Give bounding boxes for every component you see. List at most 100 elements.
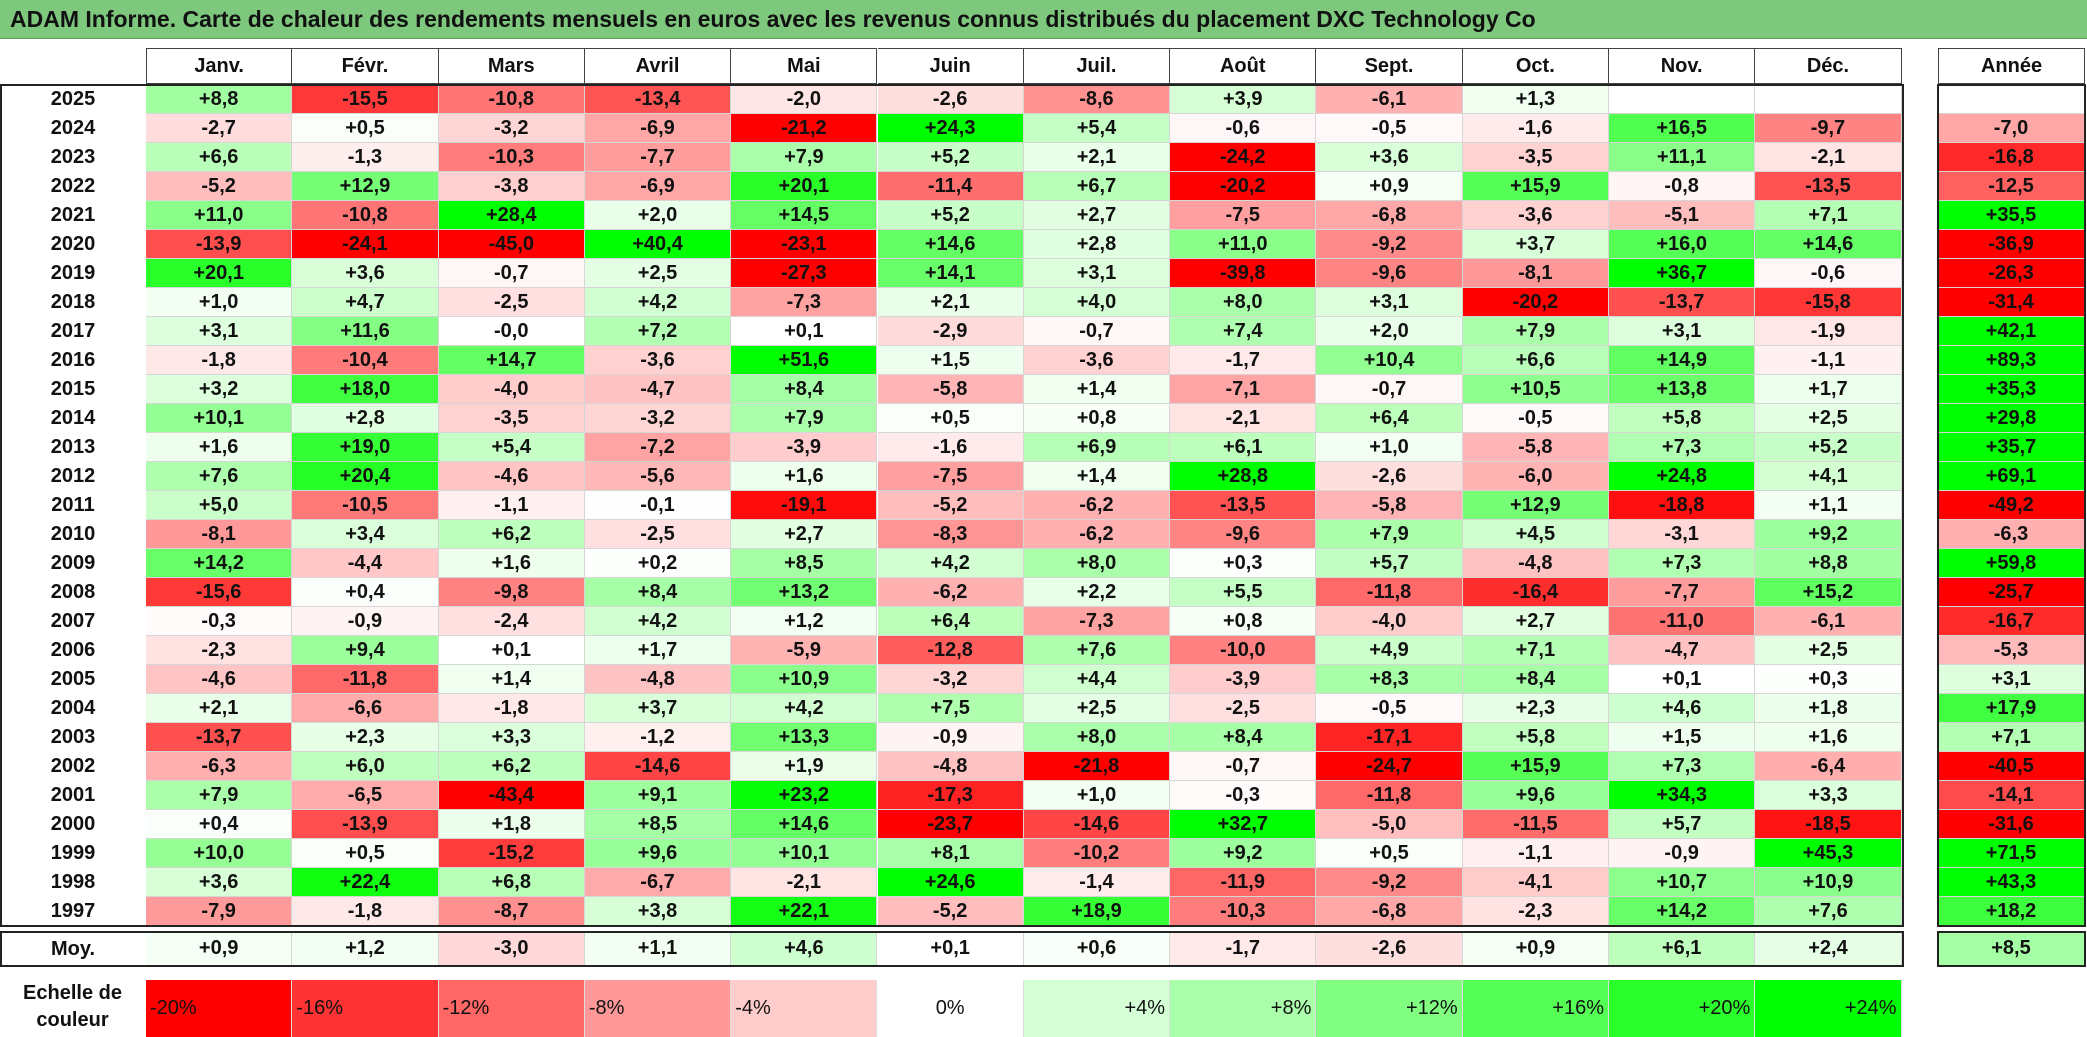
heatmap-cell: -1,6 — [877, 433, 1024, 462]
heatmap-cell: -6,8 — [1316, 201, 1463, 230]
heatmap-cell: +1,3 — [1462, 85, 1609, 114]
heatmap-cell: -24,7 — [1316, 752, 1463, 781]
heatmap-cell: +10,4 — [1316, 346, 1463, 375]
heatmap-cell: +7,5 — [877, 694, 1024, 723]
heatmap-cell: -10,5 — [292, 491, 439, 520]
annual-cell: -12,5 — [1938, 172, 2085, 201]
color-scale-stop: -20% — [146, 980, 293, 1037]
heatmap-cell: +8,0 — [1170, 288, 1317, 317]
heatmap-cell: -14,6 — [584, 752, 732, 781]
heatmap-cell: -0,8 — [1609, 172, 1756, 201]
heatmap-cell: -8,1 — [146, 520, 293, 549]
heatmap-cell: +8,5 — [584, 810, 732, 839]
heatmap-cell: +2,2 — [1023, 578, 1171, 607]
heatmap-cell: -10,2 — [1023, 839, 1171, 868]
heatmap-cell: +2,5 — [1023, 694, 1171, 723]
heatmap-cell: +0,3 — [1755, 665, 1902, 694]
heatmap-cell: -6,1 — [1755, 607, 1902, 636]
heatmap-cell: +0,9 — [1316, 172, 1463, 201]
heatmap-cell: +2,7 — [731, 520, 878, 549]
heatmap-cell: +3,6 — [292, 259, 439, 288]
heatmap-cell: +14,6 — [877, 230, 1024, 259]
heatmap-cell: +1,0 — [1316, 433, 1463, 462]
heatmap-cell: -5,9 — [731, 636, 878, 665]
heatmap-cell: -4,7 — [1609, 636, 1756, 665]
heatmap-cell: +13,2 — [731, 578, 878, 607]
heatmap-cell: -27,3 — [731, 259, 878, 288]
year-label: 2005 — [0, 665, 146, 694]
heatmap-cell: -39,8 — [1170, 259, 1317, 288]
heatmap-cell: +1,6 — [146, 433, 293, 462]
heatmap-cell: -17,3 — [877, 781, 1024, 810]
heatmap-cell: -13,7 — [146, 723, 293, 752]
heatmap-cell: -20,2 — [1170, 172, 1317, 201]
heatmap-cell: -13,4 — [584, 85, 732, 114]
year-label: 1997 — [0, 897, 146, 926]
year-label: 2022 — [0, 172, 146, 201]
annual-cell: +43,3 — [1938, 868, 2085, 897]
heatmap-cell: -7,5 — [877, 462, 1024, 491]
annual-cell: +7,1 — [1938, 723, 2085, 752]
heatmap-cell: +8,4 — [584, 578, 732, 607]
heatmap-cell: +10,0 — [146, 839, 293, 868]
heatmap-cell: +9,2 — [1170, 839, 1317, 868]
heatmap-cell: +24,8 — [1609, 462, 1756, 491]
month-header-1: Févr. — [292, 48, 439, 84]
heatmap-cell: -10,0 — [1170, 636, 1317, 665]
heatmap-cell: +19,0 — [292, 433, 439, 462]
heatmap-cell: -3,2 — [584, 404, 732, 433]
year-label: 2016 — [0, 346, 146, 375]
year-label: 2003 — [0, 723, 146, 752]
heatmap-cell: -1,4 — [1023, 868, 1171, 897]
heatmap-cell: -7,1 — [1170, 375, 1317, 404]
heatmap-cell: +2,5 — [1755, 404, 1902, 433]
heatmap-cell: +7,9 — [146, 781, 293, 810]
color-scale-stop: +16% — [1462, 980, 1609, 1037]
year-label: 2004 — [0, 694, 146, 723]
heatmap-cell: -11,0 — [1609, 607, 1756, 636]
heatmap-cell: +14,5 — [731, 201, 878, 230]
heatmap-cell: +32,7 — [1170, 810, 1317, 839]
heatmap-cell: -6,9 — [584, 172, 732, 201]
heatmap-cell: +7,3 — [1609, 752, 1756, 781]
heatmap-cell: +24,6 — [877, 868, 1024, 897]
heatmap-cell: +14,2 — [146, 549, 293, 578]
heatmap-cell: -9,8 — [438, 578, 585, 607]
heatmap-cell: +14,7 — [438, 346, 585, 375]
heatmap-cell: +7,3 — [1609, 549, 1756, 578]
month-header-5: Juin — [877, 48, 1024, 84]
heatmap-cell: +12,9 — [292, 172, 439, 201]
heatmap-cell: +7,6 — [1023, 636, 1171, 665]
heatmap-cell: -3,5 — [1462, 143, 1609, 172]
heatmap-cell: -6,2 — [877, 578, 1024, 607]
annual-cell: -25,7 — [1938, 578, 2085, 607]
heatmap-cell: +2,1 — [877, 288, 1024, 317]
heatmap-cell: -15,6 — [146, 578, 293, 607]
heatmap-cell: -18,8 — [1609, 491, 1756, 520]
heatmap-cell: -6,8 — [1316, 897, 1463, 926]
heatmap-cell: -0,7 — [438, 259, 585, 288]
heatmap-cell: -8,6 — [1023, 85, 1171, 114]
heatmap-cell: -1,8 — [146, 346, 293, 375]
heatmap-cell: +14,2 — [1609, 897, 1756, 926]
average-cell: +1,1 — [584, 932, 732, 966]
heatmap-cell: +4,2 — [584, 607, 732, 636]
heatmap-cell: -9,7 — [1755, 114, 1902, 143]
heatmap-cell: +6,2 — [438, 520, 585, 549]
heatmap-cell: +20,4 — [292, 462, 439, 491]
heatmap-cell: +1,0 — [1023, 781, 1171, 810]
heatmap-cell: +11,0 — [1170, 230, 1317, 259]
average-cell: +4,6 — [731, 932, 878, 966]
heatmap-cell: +0,1 — [731, 317, 878, 346]
heatmap-cell: +5,0 — [146, 491, 293, 520]
heatmap-cell: +6,8 — [438, 868, 585, 897]
heatmap-cell: +2,0 — [584, 201, 732, 230]
heatmap-cell: -6,2 — [1023, 520, 1171, 549]
heatmap-cell: -3,6 — [1462, 201, 1609, 230]
heatmap-cell: +10,9 — [731, 665, 878, 694]
heatmap-cell: +10,1 — [731, 839, 878, 868]
color-scale-stop: 0% — [877, 980, 1024, 1037]
heatmap-cell: -7,3 — [1023, 607, 1171, 636]
heatmap-cell: -3,1 — [1609, 520, 1756, 549]
heatmap-cell: -4,6 — [146, 665, 293, 694]
